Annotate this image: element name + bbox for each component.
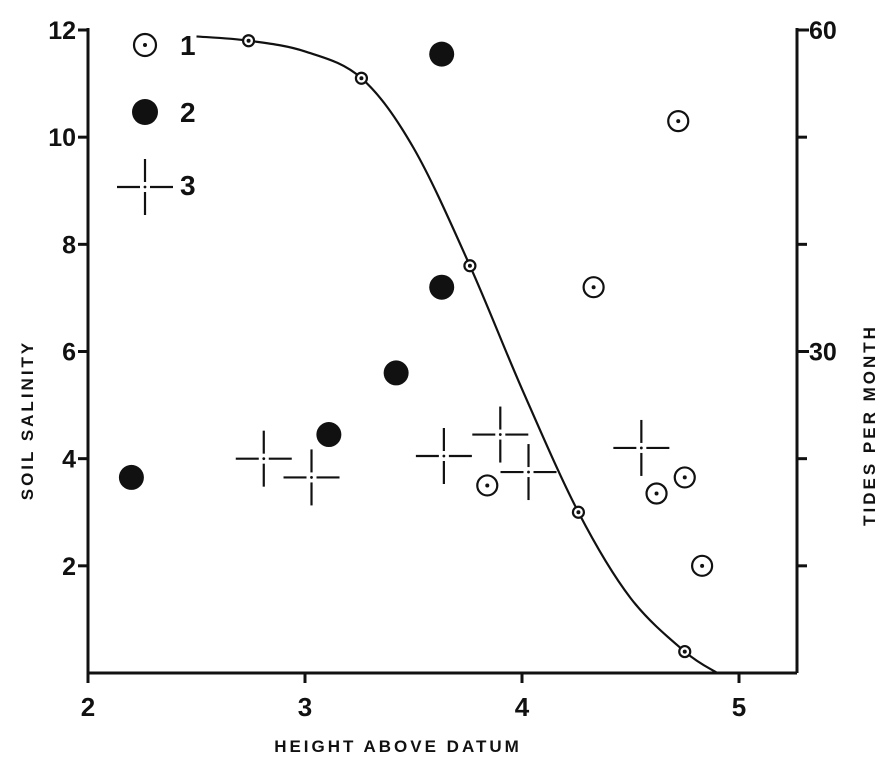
y2-axis-title: TIDES PER MONTH	[860, 324, 879, 526]
tides-curve-point	[241, 34, 256, 48]
tides-curve-point	[571, 505, 586, 519]
x-tick-label: 5	[732, 692, 746, 722]
series-3-point	[500, 444, 557, 501]
tides-curve-point	[463, 259, 477, 273]
legend-label-3: 3	[180, 170, 196, 201]
series-2-point	[383, 360, 409, 386]
legend-label-2: 2	[180, 97, 196, 128]
legend: 1 2 3	[117, 30, 196, 215]
series-3-point	[472, 406, 529, 463]
series-3-point	[283, 449, 340, 506]
legend-label-1: 1	[180, 30, 196, 61]
tides-curve-layer	[196, 34, 718, 674]
x-tick-label: 4	[515, 692, 530, 722]
x-tick-label: 2	[81, 692, 95, 722]
y-tick-label: 6	[62, 339, 76, 367]
series-3-point	[613, 419, 670, 476]
y-tick-label: 2	[62, 553, 76, 581]
series-3-point	[415, 427, 472, 484]
legend-marker-2	[132, 99, 158, 125]
series-1-point	[476, 474, 499, 497]
series-2-point	[118, 464, 144, 490]
series-2-point	[429, 41, 455, 67]
series-3-point	[235, 430, 292, 487]
y-axis-title: SOIL SALINITY	[18, 340, 37, 501]
series-1-point	[691, 554, 714, 577]
y-tick-label: 12	[48, 17, 76, 45]
series-2-point	[316, 422, 342, 448]
y2-tick-label: 60	[809, 17, 837, 45]
x-axis-title: HEIGHT ABOVE DATUM	[274, 737, 522, 756]
data-points	[118, 41, 714, 577]
x-tick-label: 3	[298, 692, 312, 722]
tides-curve-point	[678, 644, 692, 659]
tides-curve-point	[354, 71, 369, 85]
series-1-point	[645, 482, 668, 505]
axis-titles: HEIGHT ABOVE DATUM SOIL SALINITY TIDES P…	[18, 324, 879, 756]
y-tick-label: 4	[62, 446, 76, 474]
series-2-point	[429, 274, 455, 300]
series-1-point	[673, 466, 696, 489]
tides-curve-line	[196, 35, 718, 674]
legend-marker-1	[132, 32, 158, 58]
legend-marker-3	[117, 159, 173, 215]
y-tick-label: 8	[62, 231, 76, 259]
y2-tick-label: 30	[809, 339, 837, 367]
series-1-point	[582, 276, 605, 299]
series-1-point	[667, 109, 690, 133]
y-tick-label: 10	[48, 124, 76, 152]
